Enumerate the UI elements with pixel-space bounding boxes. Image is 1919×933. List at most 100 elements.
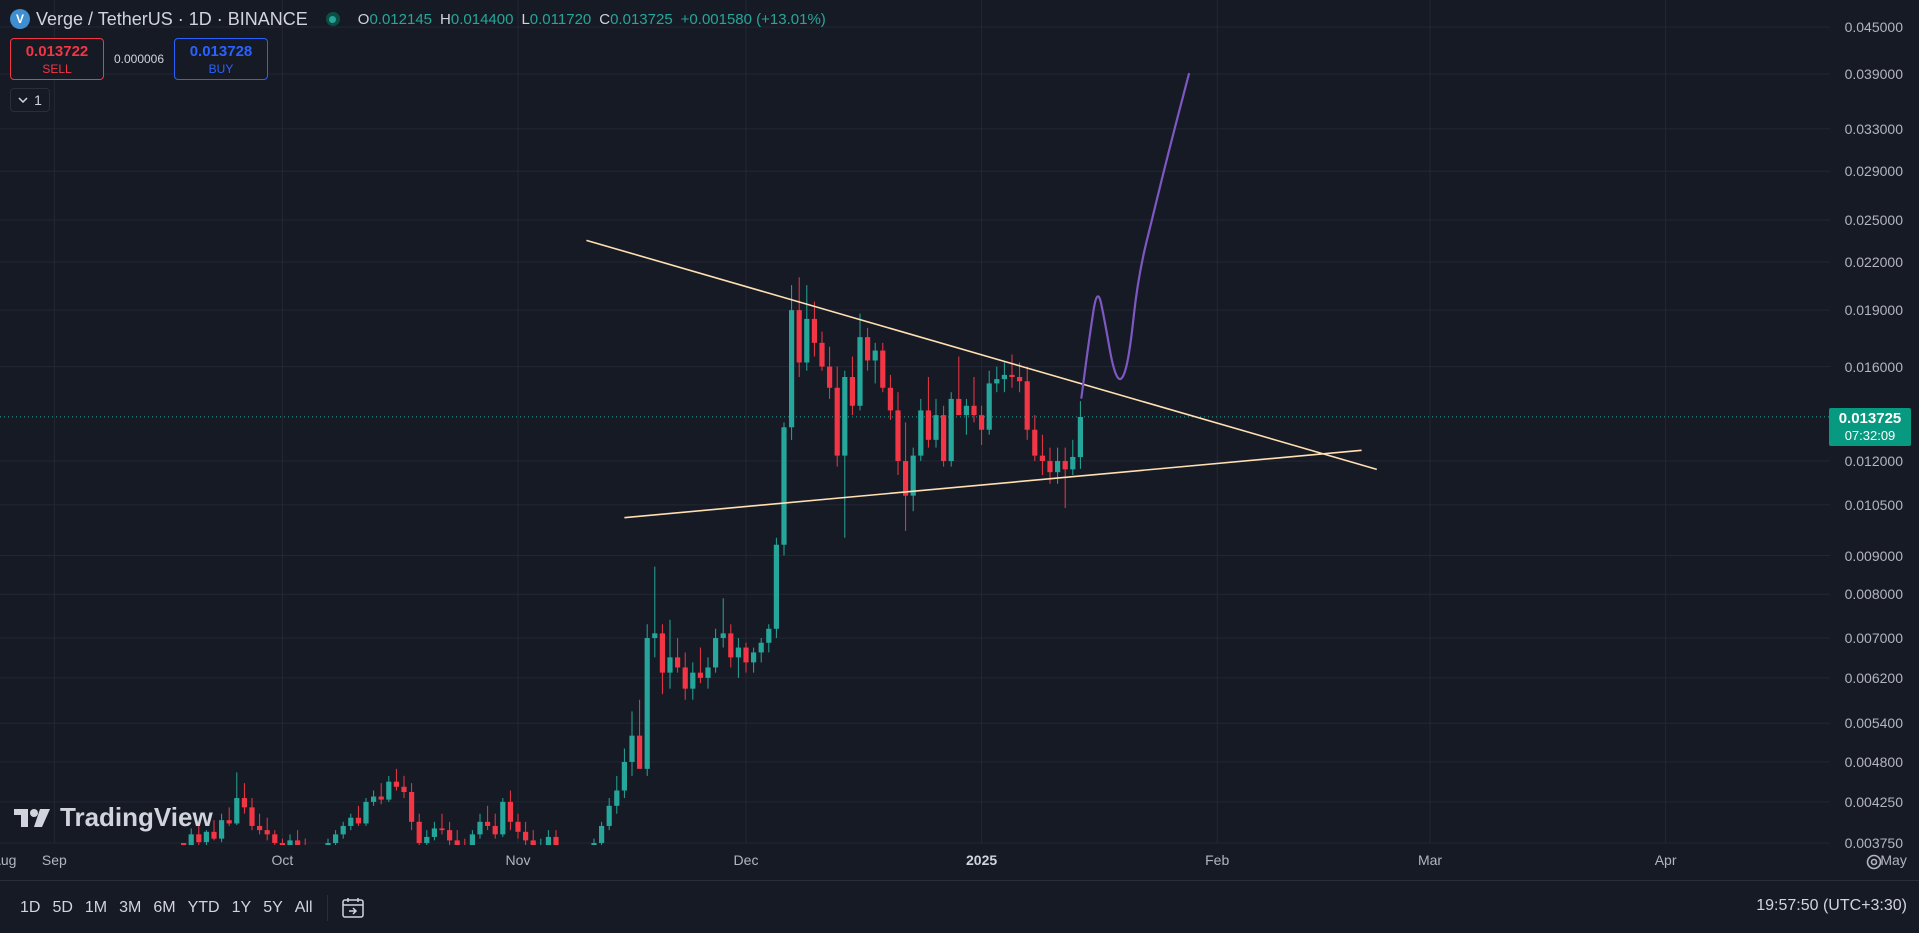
candle-body bbox=[758, 642, 764, 653]
indicators-toggle[interactable]: 1 bbox=[10, 88, 50, 112]
sell-label: SELL bbox=[42, 61, 72, 76]
candle-body bbox=[287, 840, 293, 845]
time-tick-label: Oct bbox=[271, 852, 294, 868]
range-1d-button[interactable]: 1D bbox=[20, 899, 41, 916]
ohlc-item: H0.014400 bbox=[440, 11, 513, 28]
projection-freehand-path bbox=[1080, 72, 1190, 399]
price-tick-label: 0.029000 bbox=[1844, 163, 1903, 180]
candle-body bbox=[1062, 461, 1068, 470]
candle-body bbox=[355, 817, 361, 824]
range-3m-button[interactable]: 3M bbox=[119, 899, 142, 916]
candle-body bbox=[659, 633, 665, 673]
indicators-count: 1 bbox=[34, 92, 42, 108]
ohlc-value: 0.011720 bbox=[529, 10, 592, 28]
candle-body bbox=[1017, 376, 1023, 382]
candle-body bbox=[918, 410, 924, 456]
candle-body bbox=[979, 415, 985, 430]
range-selector: 1D 5D 1M 3M 6M YTD 1Y 5Y All bbox=[16, 893, 368, 923]
range-1m-button[interactable]: 1M bbox=[84, 899, 108, 916]
candle-body bbox=[614, 790, 620, 806]
candle-body bbox=[1009, 374, 1015, 377]
candle-body bbox=[720, 633, 726, 639]
spread-value: 0.000006 bbox=[113, 52, 165, 66]
verge-logo-icon: V bbox=[10, 9, 30, 29]
time-tick-label: Mar bbox=[1417, 852, 1443, 868]
settings-gear-icon[interactable] bbox=[1864, 852, 1884, 872]
candle-body bbox=[994, 379, 1000, 384]
candle-body bbox=[796, 310, 802, 363]
candle-body bbox=[986, 383, 992, 430]
ascending-support-trendline bbox=[624, 449, 1362, 519]
candle-body bbox=[789, 310, 795, 428]
candle-body bbox=[903, 461, 909, 496]
candle-body bbox=[492, 825, 498, 835]
ohlc-value: +0.001580 (+13.01%) bbox=[680, 10, 826, 28]
chart-area[interactable] bbox=[0, 0, 1830, 845]
candle-body bbox=[697, 672, 703, 678]
candle-body bbox=[257, 825, 263, 831]
candle-body bbox=[477, 821, 483, 835]
candle-body bbox=[1039, 455, 1045, 462]
ohlc-key: L bbox=[521, 10, 530, 28]
candle-body bbox=[188, 834, 194, 845]
candle-body bbox=[606, 805, 612, 826]
candle-body bbox=[933, 415, 939, 440]
range-5y-button[interactable]: 5Y bbox=[263, 899, 283, 916]
candle-body bbox=[203, 831, 209, 843]
ohlc-values: O0.012145 H0.014400 L0.011720 C0.013725 +0.0… bbox=[358, 11, 826, 28]
candle-body bbox=[629, 735, 635, 762]
chart-canvas[interactable] bbox=[0, 0, 1830, 845]
candle-body bbox=[644, 638, 650, 769]
candle-body bbox=[424, 836, 430, 843]
candle-body bbox=[416, 821, 422, 843]
candle-body bbox=[196, 834, 202, 843]
candle-body bbox=[333, 834, 339, 843]
candle-body bbox=[431, 828, 437, 837]
candle-body bbox=[637, 735, 643, 769]
candle-body bbox=[735, 647, 741, 658]
buy-label: BUY bbox=[208, 61, 234, 76]
symbol-title[interactable]: Verge / TetherUS · 1D · BINANCE bbox=[36, 8, 308, 29]
candle-body bbox=[743, 647, 749, 663]
range-1y-button[interactable]: 1Y bbox=[231, 899, 252, 916]
candle-body bbox=[621, 761, 627, 791]
go-to-date-button[interactable] bbox=[338, 893, 368, 923]
candle-body bbox=[1032, 429, 1038, 456]
candle-body bbox=[956, 398, 962, 416]
price-tick-label: 0.033000 bbox=[1844, 120, 1903, 137]
ohlc-item: C0.013725 bbox=[599, 11, 672, 28]
candle-body bbox=[811, 318, 817, 343]
candle-body bbox=[865, 337, 871, 361]
session-clock[interactable]: 19:57:50 (UTC+3:30) bbox=[1756, 897, 1907, 914]
chevron-down-icon bbox=[18, 97, 28, 103]
market-status-icon[interactable] bbox=[325, 12, 340, 26]
buy-button[interactable]: 0.013728 BUY bbox=[174, 38, 268, 80]
sell-button[interactable]: 0.013722 SELL bbox=[10, 38, 104, 80]
candle-body bbox=[781, 427, 787, 545]
candle-body bbox=[652, 633, 658, 639]
candle-body bbox=[773, 544, 779, 629]
candle-body bbox=[682, 667, 688, 689]
candle-body bbox=[728, 633, 734, 658]
range-5d-button[interactable]: 5D bbox=[52, 899, 73, 916]
toolbar-divider bbox=[326, 895, 328, 921]
range-ytd-button[interactable]: YTD bbox=[187, 899, 220, 916]
candle-body bbox=[500, 801, 506, 835]
current-price: 0.013725 bbox=[1838, 410, 1902, 427]
tradingview-logo-icon bbox=[14, 808, 50, 827]
range-all-button[interactable]: All bbox=[294, 899, 313, 916]
candle-body bbox=[226, 820, 232, 824]
candle-body bbox=[249, 807, 255, 826]
candle-body bbox=[925, 410, 931, 440]
candle-body bbox=[507, 801, 513, 822]
time-tick-label: Sep bbox=[41, 852, 67, 868]
candle-body bbox=[713, 638, 719, 668]
candle-body bbox=[401, 786, 407, 793]
ohlc-value: 0.012145 bbox=[369, 10, 433, 28]
candle-body bbox=[264, 830, 270, 835]
ohlc-value: 0.014400 bbox=[450, 10, 514, 28]
price-axis[interactable]: 0.045000 0.039000 0.033000 0.029000 0.025000… bbox=[1830, 0, 1919, 851]
range-6m-button[interactable]: 6M bbox=[153, 899, 176, 916]
time-tick-label: Apr bbox=[1654, 852, 1677, 868]
candle-body bbox=[378, 796, 384, 800]
